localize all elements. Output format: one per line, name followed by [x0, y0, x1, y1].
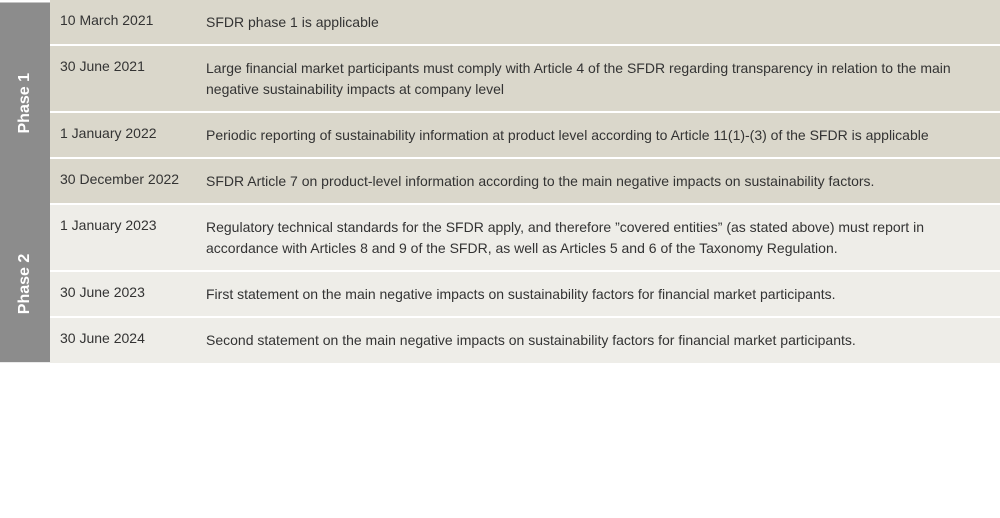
- phase-block-1: Phase 1 10 March 2021 SFDR phase 1 is ap…: [0, 0, 1000, 205]
- description-cell: Second statement on the main negative im…: [200, 318, 1000, 362]
- sfdr-timeline-table: Phase 1 10 March 2021 SFDR phase 1 is ap…: [0, 0, 1000, 363]
- table-row: 1 January 2022 Periodic reporting of sus…: [50, 113, 1000, 159]
- phase-2-label: Phase 2: [0, 205, 50, 362]
- phase-2-rows: 1 January 2023 Regulatory technical stan…: [50, 205, 1000, 362]
- description-cell: Large financial market participants must…: [200, 46, 1000, 111]
- phase-1-label: Phase 1: [0, 0, 50, 205]
- description-cell: Regulatory technical standards for the S…: [200, 205, 1000, 270]
- table-row: 10 March 2021 SFDR phase 1 is applicable: [50, 0, 1000, 46]
- date-cell: 1 January 2022: [50, 113, 200, 157]
- table-row: 30 June 2023 First statement on the main…: [50, 272, 1000, 318]
- table-row: 30 December 2022 SFDR Article 7 on produ…: [50, 159, 1000, 205]
- description-cell: SFDR Article 7 on product-level informat…: [200, 159, 1000, 203]
- date-cell: 30 June 2023: [50, 272, 200, 316]
- table-row: 1 January 2023 Regulatory technical stan…: [50, 205, 1000, 272]
- description-cell: First statement on the main negative imp…: [200, 272, 1000, 316]
- date-cell: 30 December 2022: [50, 159, 200, 203]
- date-cell: 1 January 2023: [50, 205, 200, 270]
- date-cell: 30 June 2024: [50, 318, 200, 362]
- description-cell: Periodic reporting of sustainability inf…: [200, 113, 1000, 157]
- description-cell: SFDR phase 1 is applicable: [200, 0, 1000, 44]
- date-cell: 10 March 2021: [50, 0, 200, 44]
- date-cell: 30 June 2021: [50, 46, 200, 111]
- phase-block-2: Phase 2 1 January 2023 Regulatory techni…: [0, 205, 1000, 362]
- table-row: 30 June 2024 Second statement on the mai…: [50, 318, 1000, 362]
- phase-1-rows: 10 March 2021 SFDR phase 1 is applicable…: [50, 0, 1000, 205]
- table-row: 30 June 2021 Large financial market part…: [50, 46, 1000, 113]
